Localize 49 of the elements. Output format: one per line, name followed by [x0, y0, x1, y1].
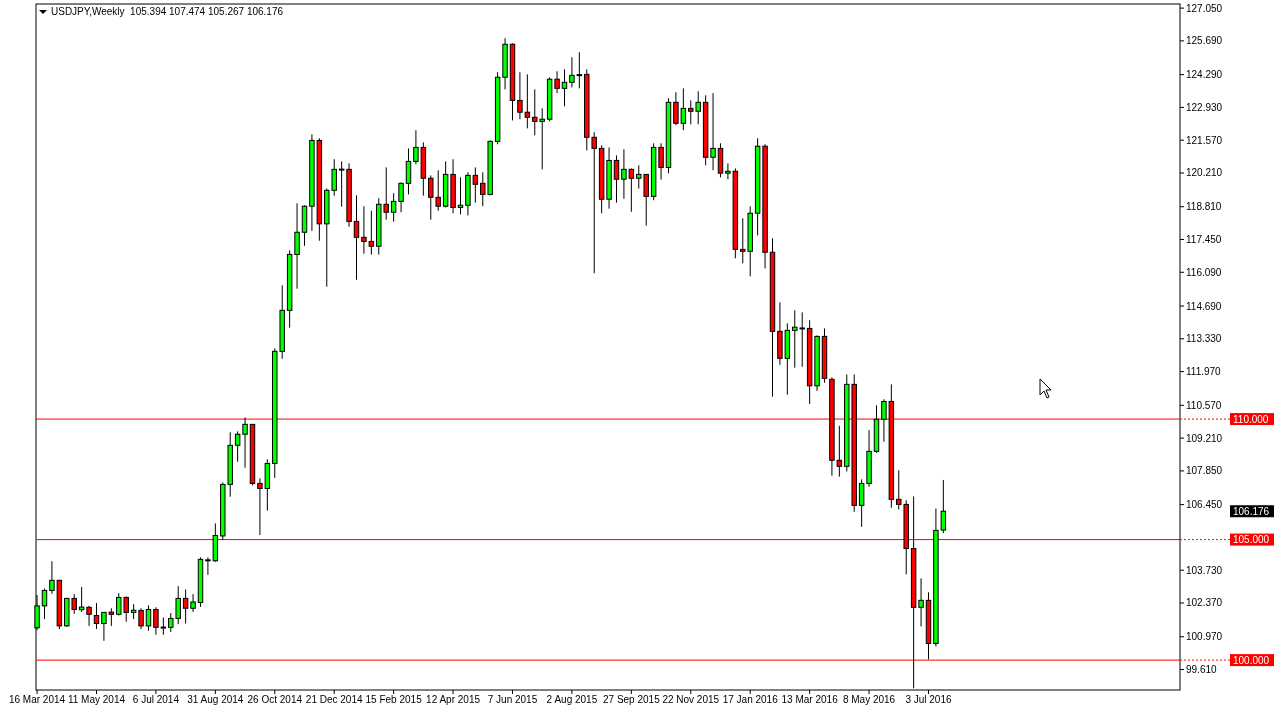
- ref-line-label: 110.000: [1233, 413, 1269, 425]
- y-tick-label: 106.450: [1186, 499, 1223, 511]
- y-tick-label: 100.970: [1186, 631, 1223, 643]
- x-tick-label: 8 May 2016: [842, 694, 896, 705]
- text: 106.176: [1233, 505, 1270, 517]
- y-tick-label: 109.210: [1186, 432, 1223, 444]
- y-tick-label: 103.730: [1186, 564, 1223, 576]
- y-tick-label: 127.050: [1186, 2, 1223, 14]
- x-tick-label: 17 Jan 2016: [722, 694, 779, 705]
- candlestick: [405, 147, 412, 195]
- x-tick-label: 7 Jun 2015: [487, 694, 538, 705]
- y-tick-label: 110.570: [1186, 399, 1222, 411]
- y-tick-label: 120.210: [1186, 167, 1223, 179]
- y-tick-label: 111.970: [1186, 366, 1222, 378]
- x-tick-label: 13 Mar 2016: [781, 694, 839, 705]
- y-tick-label: 102.370: [1186, 597, 1223, 609]
- x-tick-label: 6 Jul 2014: [132, 694, 180, 705]
- candlestick: [561, 68, 568, 107]
- x-tick-label: 15 Feb 2015: [365, 694, 423, 705]
- y-tick-label: 116.090: [1186, 266, 1222, 278]
- x-tick-label: 11 May 2014: [67, 694, 126, 705]
- x-tick-label: 27 Sep 2015: [602, 694, 661, 705]
- candlestick: [41, 588, 48, 620]
- y-tick-label: 113.330: [1186, 333, 1222, 345]
- candlestick: [353, 194, 360, 281]
- x-tick-label: 26 Oct 2014: [247, 694, 303, 705]
- y-tick-label: 125.690: [1186, 35, 1223, 47]
- y-tick-label: 118.810: [1186, 201, 1222, 213]
- x-tick-label: 21 Dec 2014: [305, 694, 363, 705]
- y-tick-label: 124.290: [1186, 69, 1223, 81]
- candlestick: [613, 154, 620, 204]
- y-tick-label: 121.570: [1186, 134, 1223, 146]
- candlestick: [145, 604, 152, 632]
- x-tick-label: 22 Nov 2015: [662, 694, 720, 705]
- candlestick: [93, 602, 100, 630]
- x-tick-label: 2 Aug 2015: [546, 694, 598, 705]
- y-tick-label: 99.610: [1186, 664, 1218, 676]
- ref-line-label: 100.000: [1233, 654, 1270, 666]
- y-tick-label: 117.450: [1186, 234, 1222, 245]
- y-tick-label: 122.930: [1186, 101, 1223, 113]
- x-tick-label: 3 Jul 2016: [905, 694, 952, 705]
- chart-title: USDJPY,Weekly 105.394 107.474 105.267 106.176: [51, 6, 284, 17]
- ref-line-label: 105.000: [1233, 534, 1270, 546]
- x-tick-label: 12 Apr 2015: [426, 694, 481, 705]
- y-tick-label: 107.850: [1186, 465, 1223, 477]
- y-tick-label: 114.690: [1186, 300, 1222, 312]
- x-tick-label: 16 Mar 2014: [8, 694, 66, 705]
- x-tick-label: 31 Aug 2014: [187, 694, 244, 705]
- candlestick: [457, 176, 464, 215]
